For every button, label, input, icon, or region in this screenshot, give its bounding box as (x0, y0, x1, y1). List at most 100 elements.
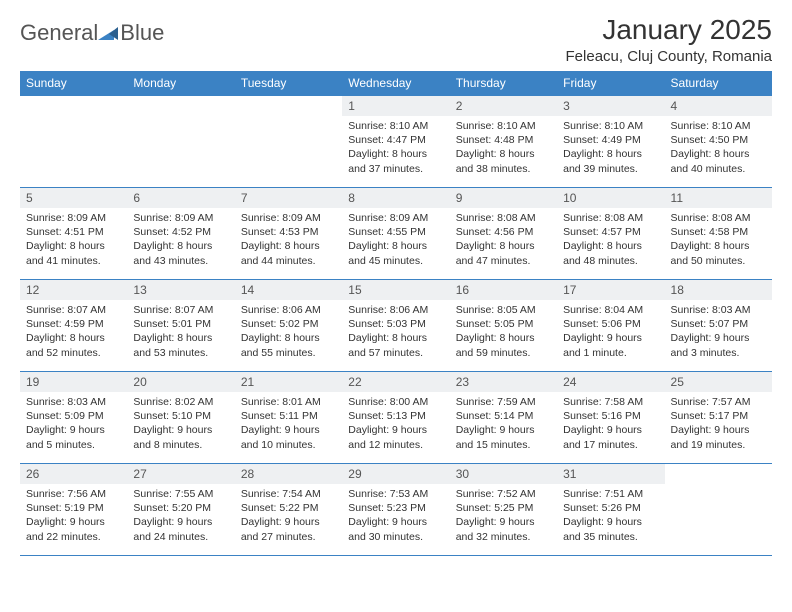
month-title: January 2025 (566, 14, 772, 46)
day-cell (665, 464, 772, 556)
day-content: Sunrise: 8:08 AMSunset: 4:56 PMDaylight:… (450, 208, 557, 272)
weekday-header: Thursday (450, 71, 557, 96)
day-cell: 27Sunrise: 7:55 AMSunset: 5:20 PMDayligh… (127, 464, 234, 556)
day-content: Sunrise: 8:10 AMSunset: 4:48 PMDaylight:… (450, 116, 557, 180)
day-content: Sunrise: 8:10 AMSunset: 4:50 PMDaylight:… (665, 116, 772, 180)
day-number: 16 (450, 280, 557, 300)
logo-mark-icon (98, 24, 120, 40)
day-cell (127, 96, 234, 188)
week-row: 19Sunrise: 8:03 AMSunset: 5:09 PMDayligh… (20, 372, 772, 464)
day-content: Sunrise: 8:03 AMSunset: 5:07 PMDaylight:… (665, 300, 772, 364)
day-content: Sunrise: 8:04 AMSunset: 5:06 PMDaylight:… (557, 300, 664, 364)
day-content: Sunrise: 7:57 AMSunset: 5:17 PMDaylight:… (665, 392, 772, 456)
day-content: Sunrise: 8:09 AMSunset: 4:52 PMDaylight:… (127, 208, 234, 272)
day-content: Sunrise: 8:06 AMSunset: 5:03 PMDaylight:… (342, 300, 449, 364)
day-content: Sunrise: 8:03 AMSunset: 5:09 PMDaylight:… (20, 392, 127, 456)
day-number: 23 (450, 372, 557, 392)
day-number: 26 (20, 464, 127, 484)
day-number: 2 (450, 96, 557, 116)
day-cell: 21Sunrise: 8:01 AMSunset: 5:11 PMDayligh… (235, 372, 342, 464)
day-cell: 1Sunrise: 8:10 AMSunset: 4:47 PMDaylight… (342, 96, 449, 188)
week-row: 12Sunrise: 8:07 AMSunset: 4:59 PMDayligh… (20, 280, 772, 372)
calendar-table: SundayMondayTuesdayWednesdayThursdayFrid… (20, 71, 772, 556)
day-content: Sunrise: 8:06 AMSunset: 5:02 PMDaylight:… (235, 300, 342, 364)
location: Feleacu, Cluj County, Romania (566, 48, 772, 65)
day-content: Sunrise: 7:55 AMSunset: 5:20 PMDaylight:… (127, 484, 234, 548)
day-cell: 16Sunrise: 8:05 AMSunset: 5:05 PMDayligh… (450, 280, 557, 372)
day-content: Sunrise: 8:09 AMSunset: 4:51 PMDaylight:… (20, 208, 127, 272)
day-number: 21 (235, 372, 342, 392)
header: General Blue January 2025 Feleacu, Cluj … (20, 14, 772, 65)
day-number: 7 (235, 188, 342, 208)
day-number: 5 (20, 188, 127, 208)
day-number: 20 (127, 372, 234, 392)
day-number: 14 (235, 280, 342, 300)
day-number: 29 (342, 464, 449, 484)
day-cell (20, 96, 127, 188)
day-cell: 14Sunrise: 8:06 AMSunset: 5:02 PMDayligh… (235, 280, 342, 372)
day-content: Sunrise: 7:52 AMSunset: 5:25 PMDaylight:… (450, 484, 557, 548)
day-cell: 18Sunrise: 8:03 AMSunset: 5:07 PMDayligh… (665, 280, 772, 372)
day-cell: 15Sunrise: 8:06 AMSunset: 5:03 PMDayligh… (342, 280, 449, 372)
day-cell: 3Sunrise: 8:10 AMSunset: 4:49 PMDaylight… (557, 96, 664, 188)
logo-text-blue: Blue (120, 20, 164, 46)
day-number: 19 (20, 372, 127, 392)
day-cell: 10Sunrise: 8:08 AMSunset: 4:57 PMDayligh… (557, 188, 664, 280)
day-number: 22 (342, 372, 449, 392)
logo-text: General (20, 20, 120, 46)
title-block: January 2025 Feleacu, Cluj County, Roman… (566, 14, 772, 65)
day-cell: 7Sunrise: 8:09 AMSunset: 4:53 PMDaylight… (235, 188, 342, 280)
day-number: 1 (342, 96, 449, 116)
day-cell: 28Sunrise: 7:54 AMSunset: 5:22 PMDayligh… (235, 464, 342, 556)
day-cell: 17Sunrise: 8:04 AMSunset: 5:06 PMDayligh… (557, 280, 664, 372)
day-number: 27 (127, 464, 234, 484)
day-number: 3 (557, 96, 664, 116)
day-cell: 20Sunrise: 8:02 AMSunset: 5:10 PMDayligh… (127, 372, 234, 464)
day-content: Sunrise: 7:56 AMSunset: 5:19 PMDaylight:… (20, 484, 127, 548)
day-content: Sunrise: 7:51 AMSunset: 5:26 PMDaylight:… (557, 484, 664, 548)
day-cell: 24Sunrise: 7:58 AMSunset: 5:16 PMDayligh… (557, 372, 664, 464)
day-content: Sunrise: 8:08 AMSunset: 4:58 PMDaylight:… (665, 208, 772, 272)
day-cell: 23Sunrise: 7:59 AMSunset: 5:14 PMDayligh… (450, 372, 557, 464)
day-cell: 6Sunrise: 8:09 AMSunset: 4:52 PMDaylight… (127, 188, 234, 280)
day-number: 30 (450, 464, 557, 484)
weekday-header-row: SundayMondayTuesdayWednesdayThursdayFrid… (20, 71, 772, 96)
day-number: 10 (557, 188, 664, 208)
day-content: Sunrise: 8:09 AMSunset: 4:53 PMDaylight:… (235, 208, 342, 272)
day-content: Sunrise: 8:01 AMSunset: 5:11 PMDaylight:… (235, 392, 342, 456)
day-content: Sunrise: 7:54 AMSunset: 5:22 PMDaylight:… (235, 484, 342, 548)
day-number: 4 (665, 96, 772, 116)
day-cell: 5Sunrise: 8:09 AMSunset: 4:51 PMDaylight… (20, 188, 127, 280)
day-number: 13 (127, 280, 234, 300)
week-row: 5Sunrise: 8:09 AMSunset: 4:51 PMDaylight… (20, 188, 772, 280)
weekday-header: Wednesday (342, 71, 449, 96)
day-number: 6 (127, 188, 234, 208)
weekday-header: Sunday (20, 71, 127, 96)
day-number: 12 (20, 280, 127, 300)
day-content: Sunrise: 7:58 AMSunset: 5:16 PMDaylight:… (557, 392, 664, 456)
day-content: Sunrise: 8:00 AMSunset: 5:13 PMDaylight:… (342, 392, 449, 456)
day-cell: 25Sunrise: 7:57 AMSunset: 5:17 PMDayligh… (665, 372, 772, 464)
weekday-header: Monday (127, 71, 234, 96)
day-content: Sunrise: 8:07 AMSunset: 5:01 PMDaylight:… (127, 300, 234, 364)
day-content: Sunrise: 8:08 AMSunset: 4:57 PMDaylight:… (557, 208, 664, 272)
day-cell: 13Sunrise: 8:07 AMSunset: 5:01 PMDayligh… (127, 280, 234, 372)
day-number: 28 (235, 464, 342, 484)
logo-text-general: General (20, 20, 98, 45)
day-cell: 29Sunrise: 7:53 AMSunset: 5:23 PMDayligh… (342, 464, 449, 556)
day-content: Sunrise: 8:07 AMSunset: 4:59 PMDaylight:… (20, 300, 127, 364)
day-number: 24 (557, 372, 664, 392)
day-number: 17 (557, 280, 664, 300)
day-number: 11 (665, 188, 772, 208)
day-number: 25 (665, 372, 772, 392)
week-row: 1Sunrise: 8:10 AMSunset: 4:47 PMDaylight… (20, 96, 772, 188)
day-cell: 4Sunrise: 8:10 AMSunset: 4:50 PMDaylight… (665, 96, 772, 188)
weekday-header: Saturday (665, 71, 772, 96)
day-content: Sunrise: 8:02 AMSunset: 5:10 PMDaylight:… (127, 392, 234, 456)
day-cell (235, 96, 342, 188)
day-content: Sunrise: 8:05 AMSunset: 5:05 PMDaylight:… (450, 300, 557, 364)
day-content: Sunrise: 8:09 AMSunset: 4:55 PMDaylight:… (342, 208, 449, 272)
day-cell: 2Sunrise: 8:10 AMSunset: 4:48 PMDaylight… (450, 96, 557, 188)
day-content: Sunrise: 7:59 AMSunset: 5:14 PMDaylight:… (450, 392, 557, 456)
day-number: 8 (342, 188, 449, 208)
